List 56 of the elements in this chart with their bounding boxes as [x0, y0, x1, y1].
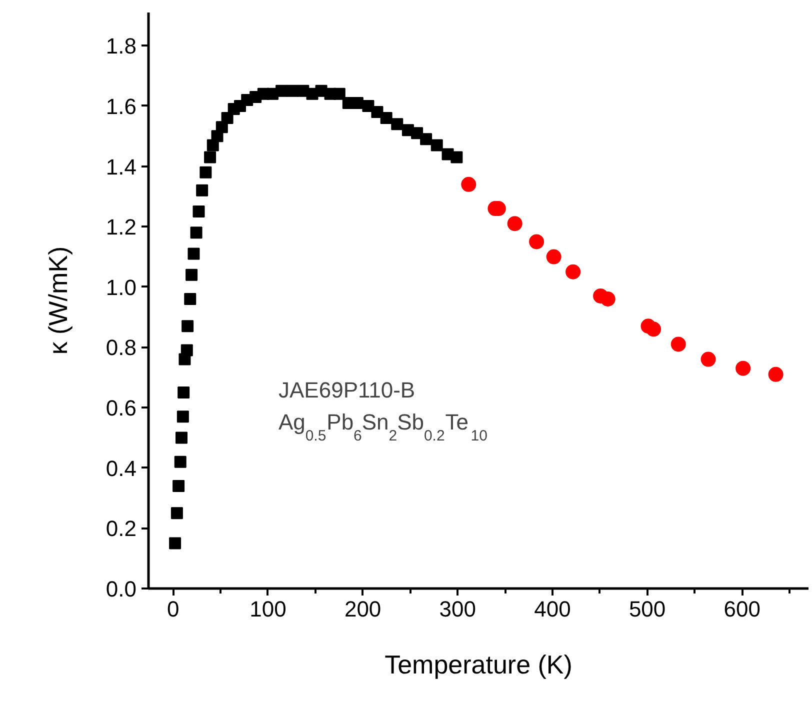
point — [196, 184, 208, 196]
point — [190, 226, 202, 239]
point — [380, 112, 392, 124]
point — [736, 360, 751, 376]
point — [204, 151, 216, 164]
x-tick-label: 400 — [534, 596, 571, 622]
x-tick-label: 600 — [724, 596, 760, 622]
point — [178, 386, 190, 398]
point — [176, 410, 189, 423]
point — [646, 322, 662, 337]
point — [333, 88, 346, 100]
y-tick-label: 1.0 — [106, 274, 137, 300]
point — [391, 118, 404, 130]
y-tick-label: 1.2 — [106, 214, 137, 240]
point — [169, 537, 182, 550]
y-tick-label: 0.4 — [106, 456, 137, 481]
point — [176, 432, 188, 444]
point — [546, 249, 562, 264]
point — [170, 507, 183, 520]
annotation: JAE69P110-B — [278, 378, 416, 402]
y-tick-label: 1.8 — [106, 34, 137, 59]
point — [507, 216, 522, 232]
x-tick-label: 100 — [250, 596, 286, 622]
point — [182, 320, 194, 332]
y-tick-label: 0.0 — [106, 576, 137, 602]
point — [461, 176, 476, 192]
point — [200, 166, 212, 178]
point — [186, 268, 198, 281]
y-tick-label: 0.2 — [106, 516, 137, 542]
x-tick-label: 500 — [628, 596, 666, 622]
point — [450, 151, 463, 164]
x-tick-label: 0 — [167, 596, 180, 622]
y-tick-label: 0.8 — [106, 335, 137, 360]
point — [420, 133, 432, 146]
point — [430, 139, 443, 152]
y-tick-label: 1.6 — [106, 94, 137, 119]
point — [670, 336, 686, 352]
point — [188, 248, 200, 260]
point — [180, 344, 193, 356]
y-tick-label: 1.4 — [106, 154, 137, 180]
y-axis-title: κ (W/mK) — [42, 246, 73, 355]
y-tick-label: 0.6 — [106, 396, 137, 421]
point — [276, 84, 288, 97]
point — [529, 234, 544, 250]
point — [566, 264, 581, 280]
point — [174, 456, 186, 468]
x-tick-label: 300 — [439, 596, 476, 622]
point — [600, 292, 616, 306]
x-axis-title: Temperature (K) — [384, 650, 572, 680]
point — [184, 292, 196, 305]
point — [371, 106, 384, 118]
point — [700, 352, 716, 367]
x-tick-label: 200 — [344, 596, 382, 622]
point — [172, 480, 185, 492]
point — [768, 366, 784, 382]
point — [192, 206, 205, 218]
